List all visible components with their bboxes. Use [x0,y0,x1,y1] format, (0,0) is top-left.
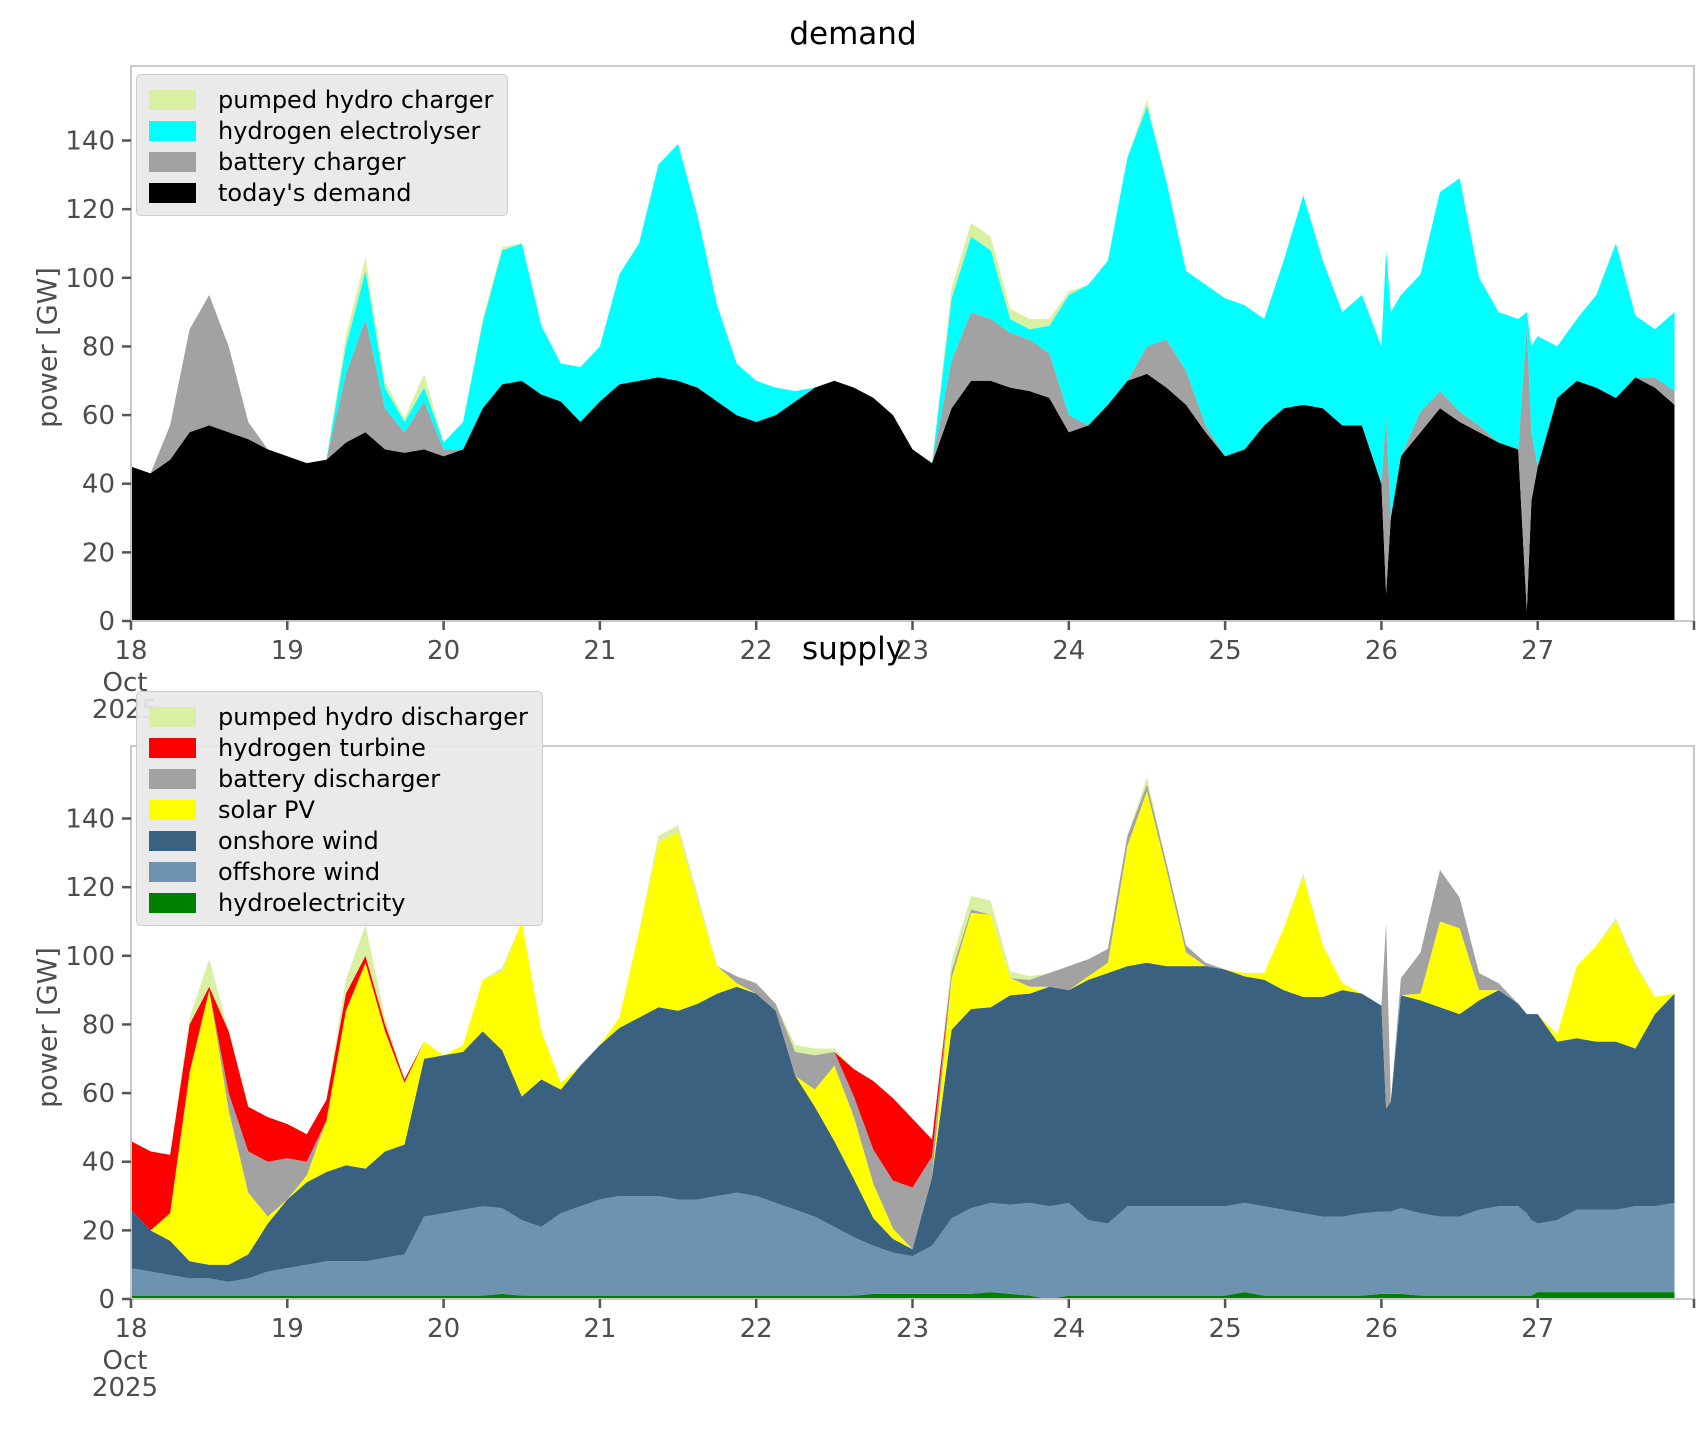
x-axis-month-year-label: 2025 [92,1373,158,1403]
legend-item-pumped-hydro-charger: pumped hydro charger [149,84,493,115]
x-tick-label: 18 [114,1314,147,1344]
x-tick-label: 26 [1365,1314,1398,1344]
x-tick-label: 25 [1209,636,1242,666]
area-today-s-demand [131,373,1675,621]
supply-legend: pumped hydro discharger hydrogen turbine b… [136,691,543,926]
legend-item-today-s-demand: today's demand [149,177,493,208]
legend-item-onshore-wind: onshore wind [149,825,528,856]
pumped-hydro-discharger-swatch [149,706,196,727]
area-onshore-wind [131,962,1675,1282]
hydrogen-electrolyser-swatch [149,120,196,141]
legend-item-solar-pv: solar PV [149,794,528,825]
y-tick-label: 40 [82,1148,115,1178]
x-tick-label: 24 [1052,1314,1085,1344]
x-tick-label: 22 [740,636,773,666]
area-hydrogen-turbine [131,784,1675,1231]
x-tick-label: 25 [1209,1314,1242,1344]
legend-label: pumped hydro charger [218,85,494,114]
area-hydroelectricity [131,1292,1675,1299]
legend-item-offshore-wind: offshore wind [149,856,528,887]
legend-item-hydrogen-electrolyser: hydrogen electrolyser [149,115,493,146]
y-tick-label: 0 [98,607,115,637]
legend-label: battery charger [218,147,406,176]
legend-label: solar PV [218,795,315,824]
legend-label: today's demand [218,178,412,207]
y-tick-label: 140 [65,127,115,157]
onshore-wind-swatch [149,830,196,851]
y-tick-label: 60 [82,401,115,431]
y-tick-label: 20 [82,538,115,568]
x-tick-label: 23 [896,1314,929,1344]
x-tick-label: 20 [427,636,460,666]
area-battery-charger [131,295,1675,611]
y-tick-label: 100 [65,942,115,972]
today-s-demand-swatch [149,182,196,203]
pumped-hydro-charger-swatch [149,89,196,110]
legend-item-hydroelectricity: hydroelectricity [149,887,528,918]
x-tick-label: 27 [1521,636,1554,666]
legend-label: battery discharger [218,764,441,793]
hydrogen-turbine-swatch [149,737,196,758]
legend-label: hydrogen electrolyser [218,116,481,145]
x-tick-label: 20 [427,1314,460,1344]
y-tick-label: 0 [98,1285,115,1315]
area-offshore-wind [131,1192,1675,1299]
x-tick-label: 26 [1365,636,1398,666]
x-axis-month-year-label: Oct [103,1346,148,1376]
demand-chart-title: demand [789,16,917,52]
legend-label: onshore wind [218,826,379,855]
x-tick-label: 24 [1052,636,1085,666]
legend-item-hydrogen-turbine: hydrogen turbine [149,732,528,763]
y-tick-label: 140 [65,805,115,835]
y-tick-label: 100 [65,264,115,294]
legend-item-battery-discharger: battery discharger [149,763,528,794]
x-tick-label: 21 [583,636,616,666]
x-tick-label: 22 [740,1314,773,1344]
supply-chart-title: supply [801,631,905,667]
y-tick-label: 80 [82,332,115,362]
legend-label: hydrogen turbine [218,733,426,762]
y-tick-label: 80 [82,1010,115,1040]
y-tick-label: 120 [65,873,115,903]
legend-item-battery-charger: battery charger [149,146,493,177]
x-tick-label: 19 [271,636,304,666]
battery-discharger-swatch [149,768,196,789]
x-tick-label: 27 [1521,1314,1554,1344]
offshore-wind-swatch [149,861,196,882]
legend-label: offshore wind [218,857,381,886]
battery-charger-swatch [149,151,196,172]
y-tick-label: 40 [82,470,115,500]
legend-label: pumped hydro discharger [218,702,528,731]
hydroelectricity-swatch [149,892,196,913]
x-tick-label: 19 [271,1314,304,1344]
legend-label: hydroelectricity [218,888,406,917]
x-tick-label: 23 [896,636,929,666]
y-tick-label: 20 [82,1216,115,1246]
legend-item-pumped-hydro-discharger: pumped hydro discharger [149,701,528,732]
x-tick-label: 18 [114,636,147,666]
solar-pv-swatch [149,799,196,820]
demand-legend: pumped hydro charger hydrogen electrolyse… [136,74,509,216]
y-tick-label: 60 [82,1079,115,1109]
y-tick-label: 120 [65,195,115,225]
x-tick-label: 21 [583,1314,616,1344]
area-hydrogen-electrolyser [131,106,1675,518]
